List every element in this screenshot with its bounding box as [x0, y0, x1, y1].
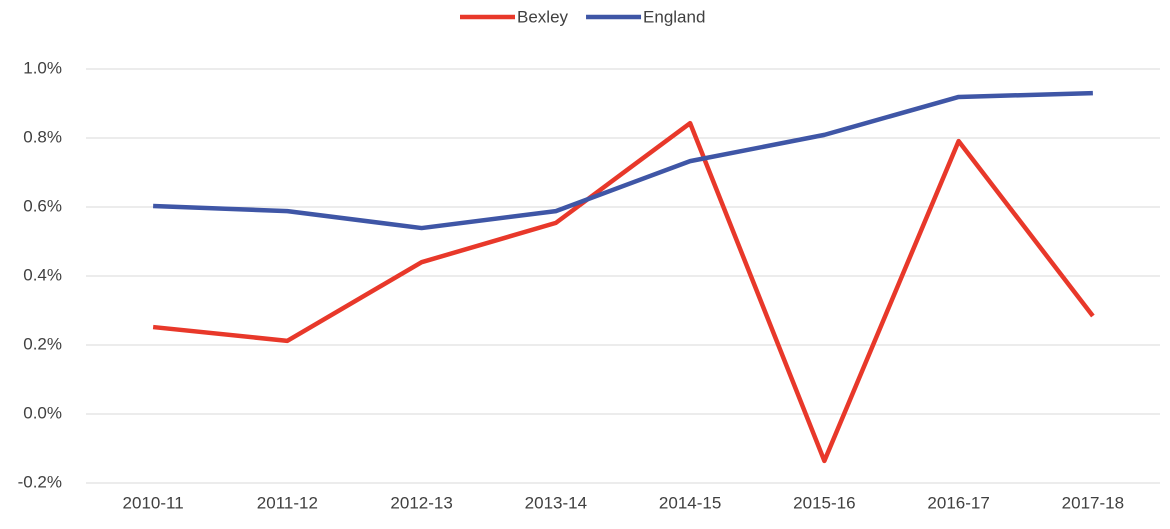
y-tick-label: 0.8%: [23, 127, 62, 146]
legend-label: England: [643, 7, 705, 26]
x-tick-label: 2011-12: [257, 493, 318, 512]
y-tick-label: 0.0%: [23, 403, 62, 422]
x-tick-label: 2014-15: [659, 493, 721, 512]
x-tick-label: 2016-17: [927, 493, 989, 512]
y-tick-label: 0.6%: [23, 196, 62, 215]
x-tick-label: 2013-14: [525, 493, 587, 512]
x-tick-label: 2015-16: [793, 493, 855, 512]
legend-label: Bexley: [517, 7, 569, 26]
series-line: [152, 120, 1095, 464]
y-tick-label: 0.2%: [23, 334, 62, 353]
x-tick-label: 2012-13: [390, 493, 452, 512]
x-tick-label: 2017-18: [1062, 493, 1124, 512]
x-tick-label: 2010-11: [123, 493, 184, 512]
y-tick-label: 0.4%: [23, 265, 62, 284]
y-tick-label: -0.2%: [18, 472, 62, 491]
series-line: [153, 90, 1093, 231]
y-tick-label: 1.0%: [23, 58, 62, 77]
